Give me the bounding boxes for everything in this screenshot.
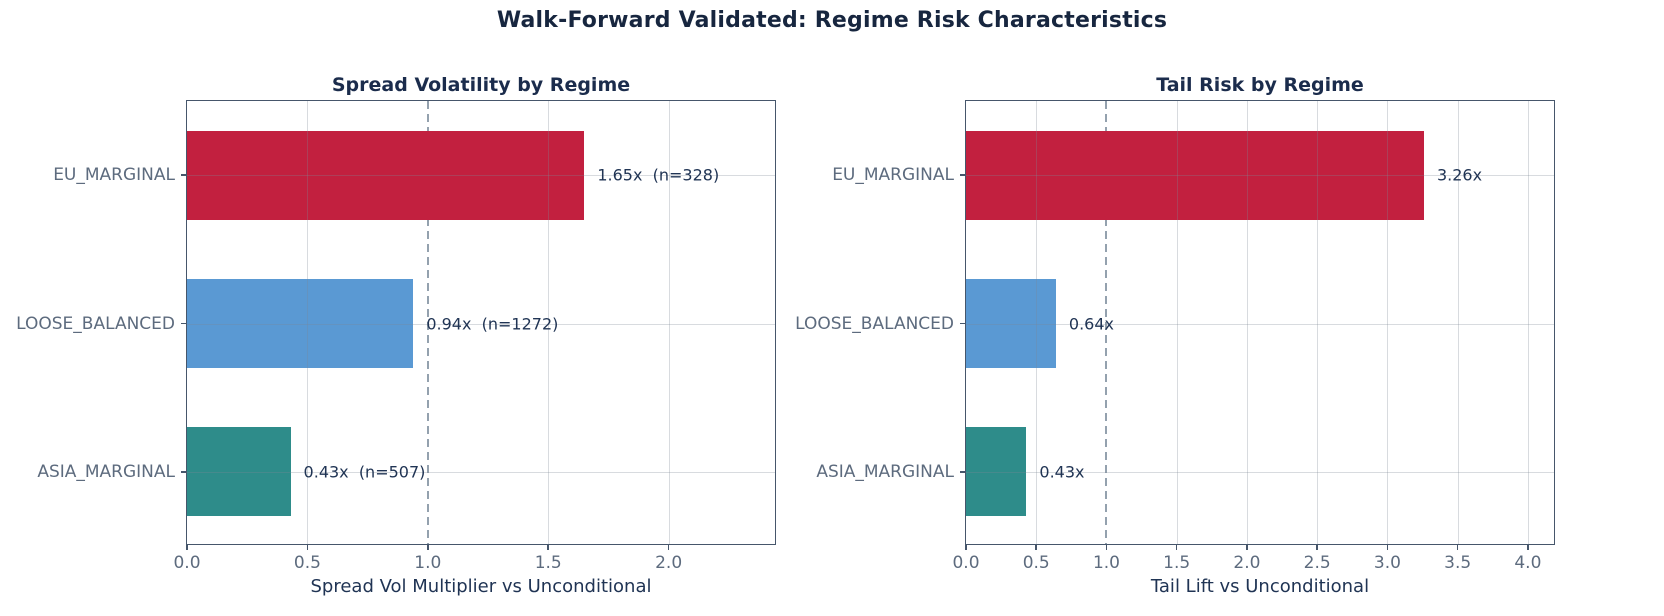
gridline-vertical: [1457, 101, 1459, 544]
reference-line-1x: [426, 101, 429, 544]
x-tick-label: 1.0: [414, 553, 442, 573]
x-tick-mark: [1316, 544, 1318, 550]
y-tick-label-asia-marginal: ASIA_MARGINAL: [816, 461, 954, 482]
bar-loose-balanced: [187, 279, 414, 368]
x-tick-label: 0.5: [293, 553, 321, 573]
x-tick-label: 0.0: [952, 553, 980, 573]
x-tick-mark: [1246, 544, 1248, 550]
x-tick-mark: [1105, 544, 1108, 550]
bar-asia-marginal: [187, 427, 291, 517]
gridline-vertical: [668, 101, 670, 544]
gridline-vertical: [1387, 101, 1389, 544]
bar-value-label: 0.64x: [1068, 314, 1114, 333]
x-tick-mark: [1456, 544, 1459, 550]
gridline-horizontal: [966, 471, 1554, 473]
y-tick-label-asia-marginal: ASIA_MARGINAL: [37, 461, 175, 482]
gridline-vertical: [1176, 101, 1178, 544]
bar-value-label: 1.65x (n=328): [597, 165, 720, 185]
gridline-vertical: [1317, 101, 1319, 544]
plot-area: 0.0 0.5 1.0 1.5 2.0 2.5 3.0 3.5 4.0 EU_MARGINAL 3.…: [795, 100, 1555, 573]
gridline-horizontal: [187, 323, 775, 325]
y-tick-label-eu-marginal: EU_MARGINAL: [53, 165, 175, 186]
subplot-title: Spread Volatility by Regime: [331, 74, 631, 96]
bar-asia-marginal: [966, 427, 1027, 517]
x-tick-mark: [1175, 544, 1178, 550]
x-tick-label: 2.0: [1233, 553, 1261, 573]
y-tick-mark: [960, 174, 966, 176]
x-tick-label: 1.0: [1092, 553, 1120, 573]
gridline-vertical: [548, 101, 550, 544]
bar-value-label: 0.43x: [1039, 462, 1085, 482]
x-tick-mark: [965, 544, 967, 550]
gridline-vertical: [307, 101, 309, 544]
x-axis-label: Spread Vol Multiplier vs Unconditional: [310, 576, 652, 597]
plot-area: 0.0 0.5 1.0 1.5 2.0 EU_MARGINAL 1.65x (n=328) L…: [16, 100, 776, 573]
x-tick-label: 3.0: [1373, 553, 1401, 573]
x-tick-mark: [1035, 544, 1037, 550]
x-tick-label: 3.5: [1444, 553, 1472, 573]
bar-eu-marginal: [187, 130, 585, 220]
y-tick-mark: [960, 322, 966, 325]
bar-value-label: 3.26x: [1436, 165, 1483, 185]
gridline-vertical: [1246, 101, 1248, 544]
x-tick-mark: [186, 544, 188, 550]
bar-loose-balanced: [966, 279, 1056, 368]
y-tick-label-eu-marginal: EU_MARGINAL: [832, 165, 954, 186]
bar-eu-marginal: [966, 130, 1424, 220]
x-tick-mark: [547, 544, 549, 550]
gridline-horizontal: [966, 323, 1554, 325]
x-tick-label: 1.5: [534, 553, 562, 573]
y-tick-mark: [181, 174, 187, 176]
x-tick-label: 0.5: [1022, 553, 1050, 573]
y-tick-label-loose-balanced: LOOSE_BALANCED: [795, 313, 954, 334]
y-tick-mark: [960, 471, 966, 473]
x-tick-label: 2.5: [1303, 553, 1331, 573]
bar-value-label: 0.94x (n=1272): [426, 314, 559, 333]
x-tick-label: 0.0: [173, 553, 201, 573]
x-tick-mark: [1527, 544, 1529, 550]
gridline-vertical: [1036, 101, 1038, 544]
x-tick-mark: [427, 544, 429, 550]
x-tick-mark: [1386, 544, 1389, 550]
figure-title: Walk-Forward Validated: Regime Risk Char…: [496, 8, 1168, 33]
reference-line-1x: [1105, 101, 1108, 544]
gridline-horizontal: [187, 175, 775, 177]
y-tick-mark: [181, 471, 187, 473]
x-tick-label: 2.0: [655, 553, 683, 573]
gridline-vertical: [1527, 101, 1529, 544]
bar-value-label: 0.43x (n=507): [303, 462, 426, 482]
x-tick-label: 1.5: [1163, 553, 1191, 573]
gridline-horizontal: [966, 175, 1554, 177]
y-tick-mark: [181, 322, 187, 325]
x-tick-mark: [306, 544, 309, 550]
x-axis-label: Tail Lift vs Unconditional: [1150, 576, 1370, 597]
x-tick-label: 4.0: [1514, 553, 1542, 573]
subplot-title: Tail Risk by Regime: [1156, 74, 1364, 96]
y-tick-label-loose-balanced: LOOSE_BALANCED: [16, 313, 175, 334]
x-tick-mark: [667, 544, 670, 550]
gridline-horizontal: [187, 471, 775, 473]
